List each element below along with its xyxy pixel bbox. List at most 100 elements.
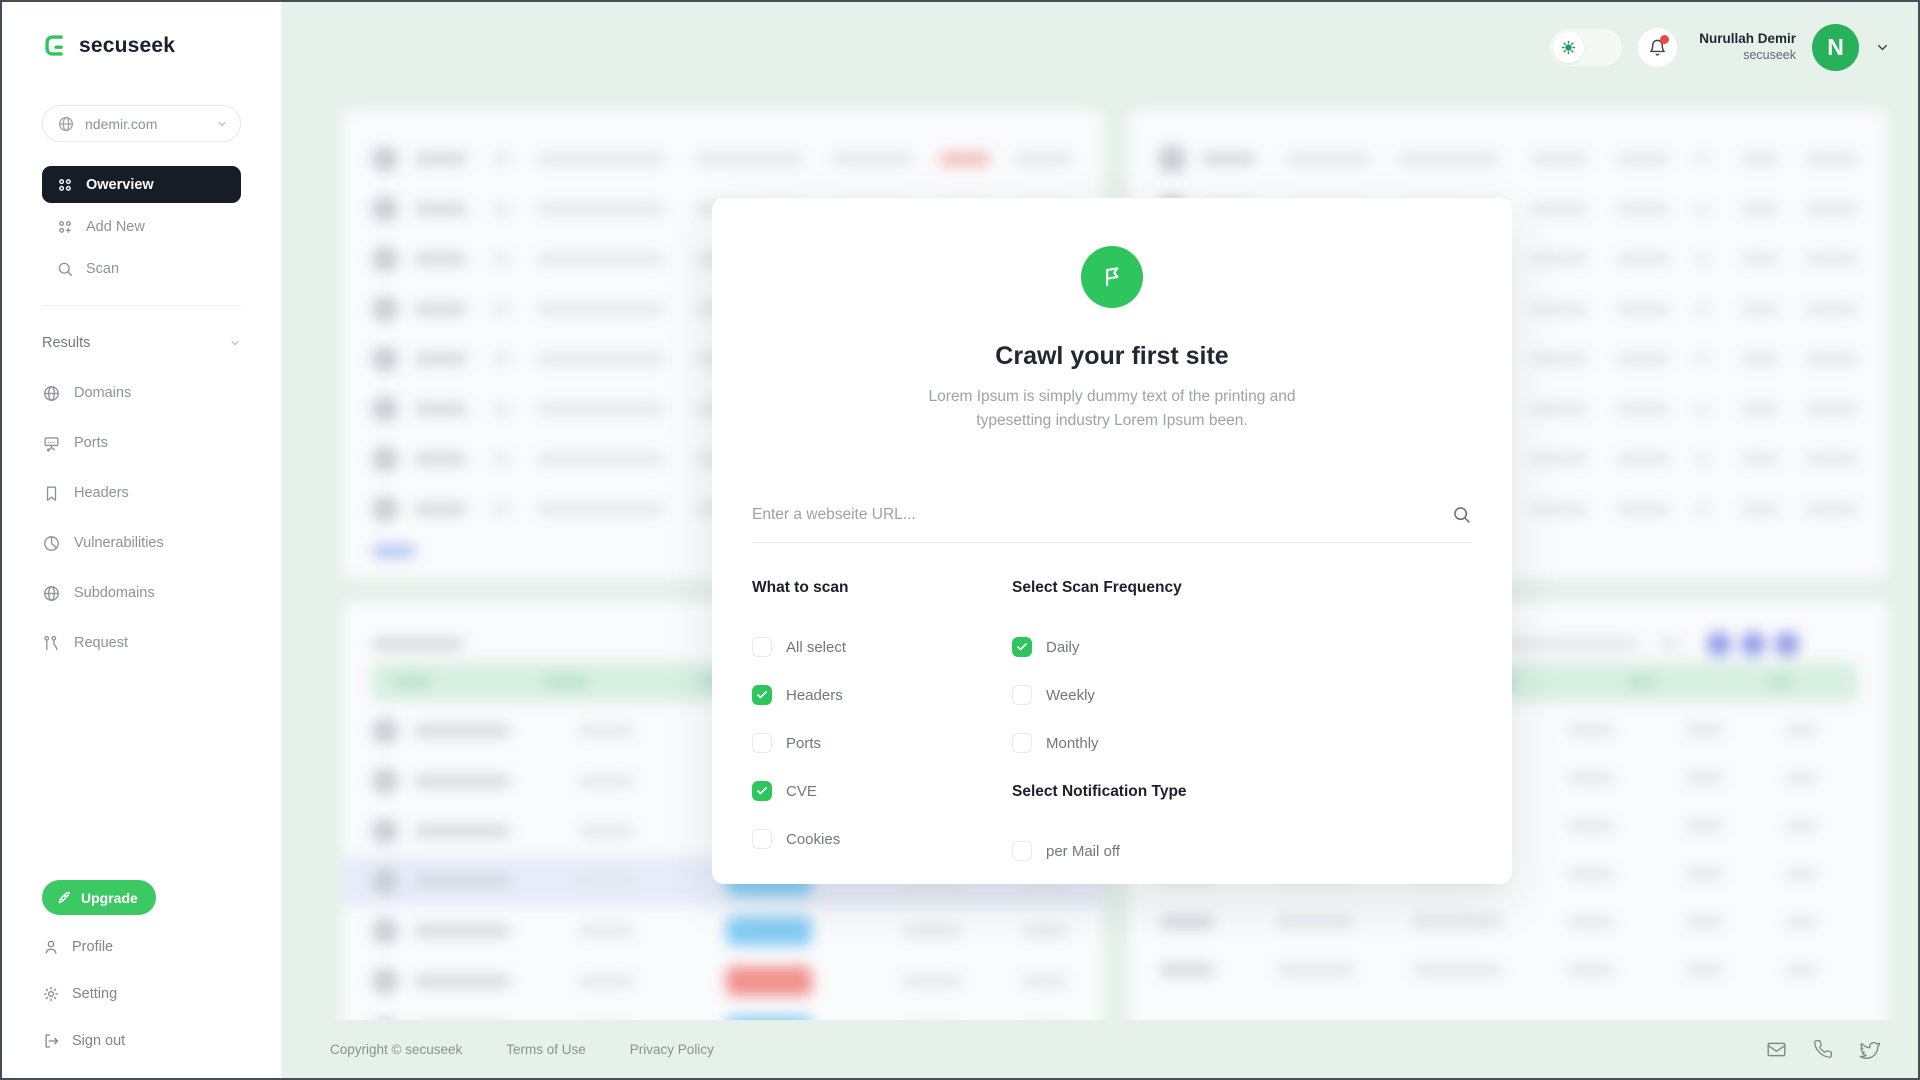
- user-org: secuseek: [1743, 48, 1796, 63]
- checkbox[interactable]: [1012, 733, 1032, 754]
- phone-icon[interactable]: [1813, 1039, 1833, 1059]
- sidebar-item-subdomains[interactable]: Subdomains: [42, 568, 241, 618]
- table-row: [372, 906, 1072, 956]
- results-section-label: Results: [42, 335, 91, 351]
- sidebar-item-add-new[interactable]: Add New: [42, 208, 241, 245]
- skeleton-blob: [1567, 868, 1615, 880]
- skeleton-blob: [1617, 253, 1671, 265]
- user-name: Nurullah Demir: [1699, 31, 1796, 47]
- skeleton-blob: [414, 453, 467, 465]
- domain-selector-label: ndemir.com: [85, 115, 158, 132]
- checkbox[interactable]: [752, 829, 772, 850]
- notifications-button[interactable]: [1638, 28, 1678, 67]
- sidebar-item-setting[interactable]: Setting: [42, 979, 242, 1009]
- skeleton-blob: [414, 253, 467, 265]
- checkbox-headers[interactable]: Headers: [752, 671, 1012, 719]
- sidebar-item-vulnerabilities[interactable]: Vulnerabilities: [42, 518, 241, 568]
- skeleton-blob: [492, 453, 512, 465]
- sidebar-item-request[interactable]: Request: [42, 618, 241, 668]
- gear-icon: [43, 986, 59, 1002]
- skeleton-blob: [1685, 916, 1725, 928]
- skeleton-blob: [1617, 453, 1671, 465]
- checkbox-all-select[interactable]: All select: [752, 623, 1012, 671]
- domain-selector[interactable]: ndemir.com: [42, 105, 241, 142]
- skeleton-blob: [492, 503, 512, 515]
- skeleton-blob: [1530, 303, 1590, 315]
- checkbox[interactable]: [752, 637, 772, 658]
- checkbox[interactable]: [1012, 685, 1032, 706]
- sidebar-item-scan[interactable]: Scan: [42, 250, 241, 287]
- privacy-policy-link[interactable]: Privacy Policy: [629, 1041, 714, 1057]
- globe-icon: [44, 385, 59, 401]
- checkbox[interactable]: [752, 733, 772, 754]
- skeleton-blob: [492, 253, 512, 265]
- skeleton-blob: [1411, 964, 1503, 976]
- skeleton-blob: [1696, 353, 1710, 365]
- skeleton-blob: [492, 203, 512, 215]
- twitter-icon[interactable]: [1859, 1039, 1880, 1060]
- theme-toggle[interactable]: [1550, 29, 1623, 66]
- skeleton-blob: [1275, 916, 1355, 928]
- user-menu[interactable]: Nurullah Demir secuseek: [1699, 31, 1796, 64]
- crawl-first-site-modal: Crawl your first site Lorem Ipsum is sim…: [712, 198, 1512, 884]
- sidebar-item-overview[interactable]: Owerview: [42, 166, 241, 203]
- results-section-toggle[interactable]: Results: [42, 328, 241, 358]
- rocket-icon: [58, 891, 70, 903]
- checkbox[interactable]: [752, 685, 772, 706]
- avatar: [372, 146, 398, 172]
- avatar[interactable]: N: [1812, 24, 1859, 71]
- skeleton-blob: [1685, 964, 1725, 976]
- skeleton-blob: [537, 153, 665, 165]
- checkbox-ports[interactable]: Ports: [752, 719, 1012, 767]
- sidebar-item-ports[interactable]: Ports: [42, 418, 241, 468]
- skeleton-blob: [1805, 353, 1859, 365]
- sidebar-item-headers[interactable]: Headers: [42, 468, 241, 518]
- checkbox-weekly[interactable]: Weekly: [1012, 671, 1472, 719]
- notification-dot: [1660, 35, 1670, 44]
- skeleton-blob: [1617, 203, 1671, 215]
- checkbox-label: Daily: [1046, 638, 1080, 656]
- search-icon[interactable]: [1451, 504, 1472, 525]
- checkbox-cookies[interactable]: Cookies: [752, 815, 1012, 863]
- chevron-down-icon[interactable]: [1875, 40, 1890, 55]
- url-input-row: [752, 487, 1472, 544]
- upgrade-label: Upgrade: [81, 889, 138, 906]
- sidebar-item-sign-out[interactable]: Sign out: [42, 1026, 242, 1056]
- pie-chart-icon: [44, 535, 59, 551]
- checkbox-per-mail-off[interactable]: per Mail off: [1012, 827, 1472, 875]
- sidebar-item-profile[interactable]: Profile: [42, 932, 242, 962]
- checkbox-daily[interactable]: Daily: [1012, 623, 1472, 671]
- sidebar-item-domains[interactable]: Domains: [42, 368, 241, 418]
- skeleton-blob: [1159, 916, 1215, 928]
- skeleton-blob: [1685, 724, 1725, 736]
- checkbox[interactable]: [1012, 637, 1032, 658]
- table-row: [372, 134, 1072, 184]
- modal-subtitle: Lorem Ipsum is simply dummy text of the …: [928, 388, 1296, 430]
- skeleton-blob: [1013, 153, 1072, 165]
- checkbox-monthly[interactable]: Monthly: [1012, 719, 1472, 767]
- checkbox-label: Headers: [786, 686, 843, 704]
- mail-icon[interactable]: [1766, 1039, 1787, 1060]
- skeleton-blob: [1739, 403, 1780, 415]
- checkbox-label: Ports: [786, 734, 822, 752]
- upgrade-button[interactable]: Upgrade: [42, 880, 156, 915]
- skeleton-blob: [1530, 353, 1590, 365]
- skeleton-blob: [902, 925, 962, 937]
- skeleton-blob: [1285, 153, 1371, 165]
- skeleton-blob: [1739, 503, 1780, 515]
- results-sub-nav: Domains Ports Headers Vulnerabilities Su…: [42, 368, 241, 668]
- skeleton-blob: [1739, 303, 1780, 315]
- skeleton-blob: [902, 975, 962, 987]
- table-row: [1159, 626, 1858, 662]
- skeleton-blob: [1567, 820, 1615, 832]
- terms-of-use-link[interactable]: Terms of Use: [506, 1041, 586, 1057]
- checkbox-cve[interactable]: CVE: [752, 767, 1012, 815]
- status-badge: [726, 916, 812, 946]
- website-url-input[interactable]: [752, 505, 1451, 524]
- checkbox[interactable]: [752, 781, 772, 802]
- checkbox[interactable]: [1012, 841, 1032, 862]
- avatar: [372, 968, 398, 994]
- skeleton-blob: [1530, 503, 1590, 515]
- search-icon: [58, 262, 73, 276]
- skeleton-blob: [1696, 203, 1710, 215]
